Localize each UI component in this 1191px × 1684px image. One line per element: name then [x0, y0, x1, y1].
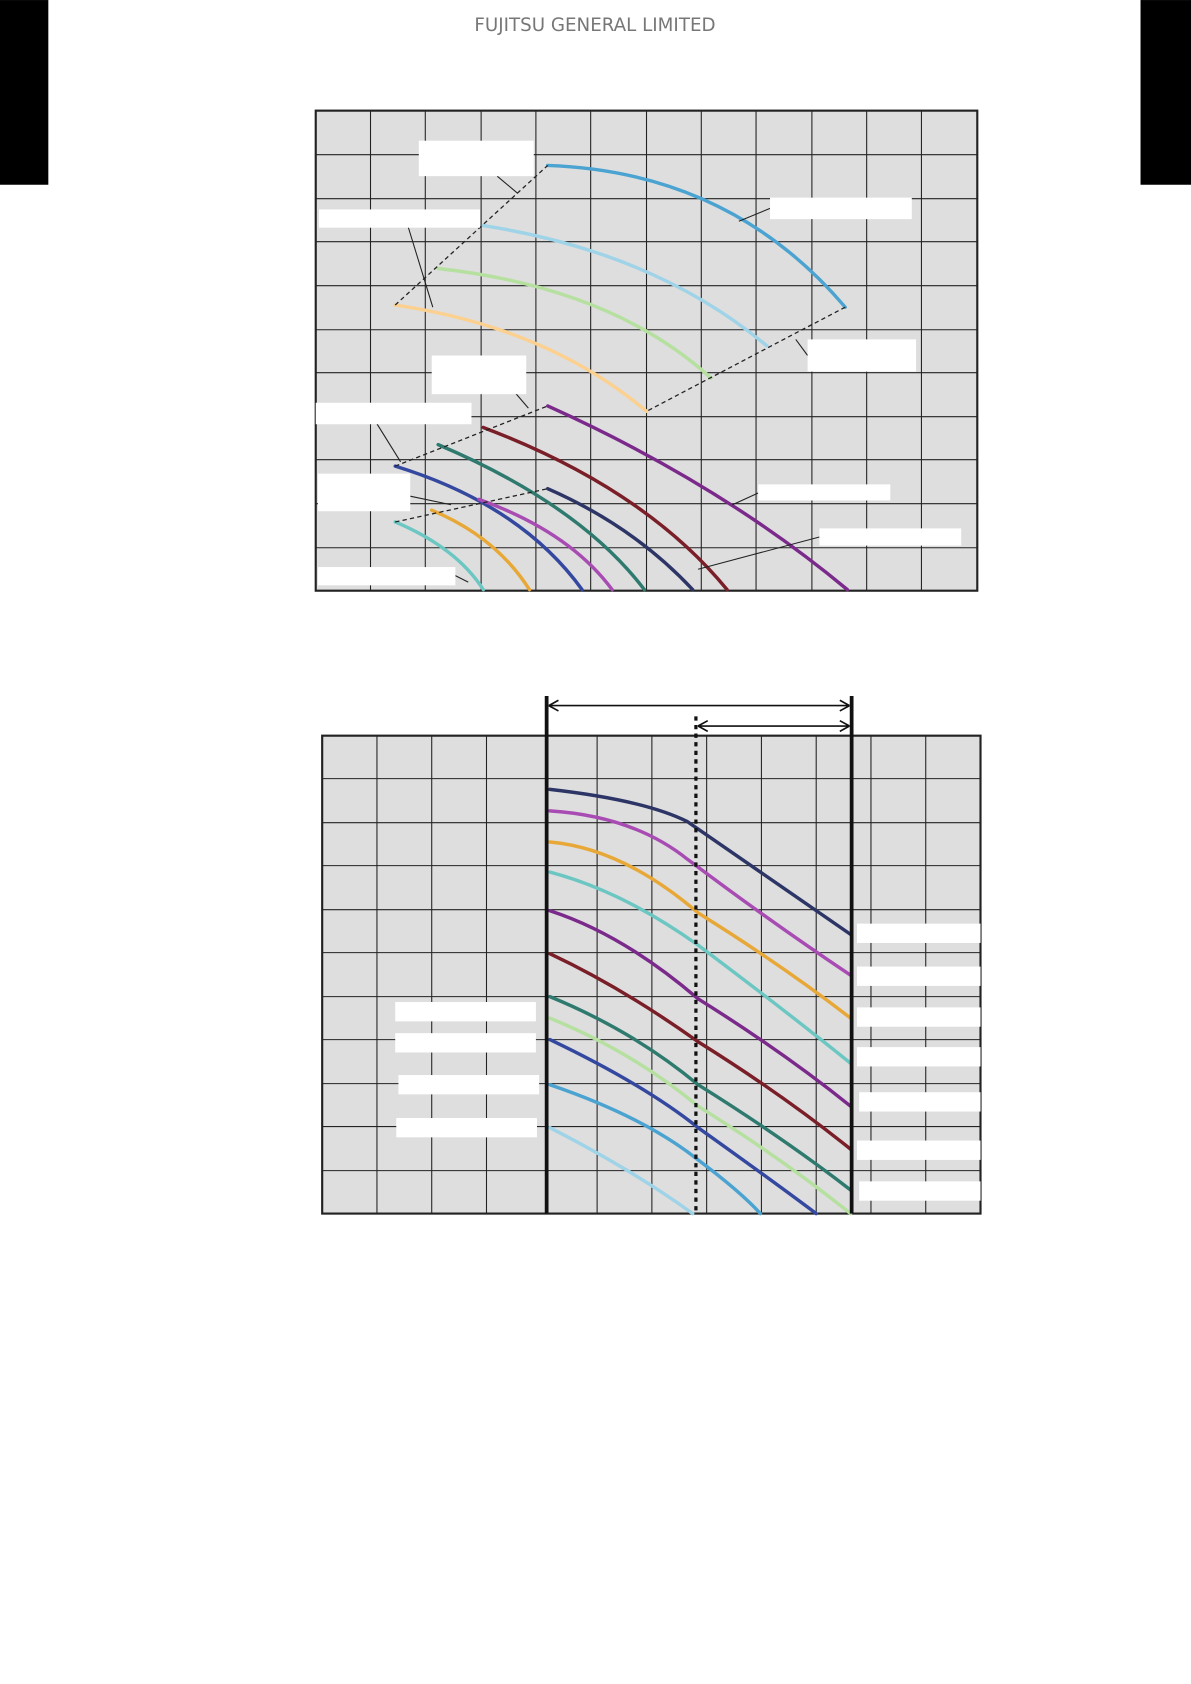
chart-bottom [321, 695, 982, 1216]
range-arrows [548, 699, 850, 733]
plot-frame [314, 109, 979, 592]
chart-top [314, 109, 979, 592]
curves [548, 787, 853, 1216]
label-boxes [315, 140, 962, 586]
header-title: FUJITSU GENERAL LIMITED [474, 15, 715, 36]
label-boxes [395, 923, 981, 1201]
edge-tab [0, 0, 49, 185]
curves [393, 163, 850, 592]
edge-tab [1140, 0, 1191, 185]
